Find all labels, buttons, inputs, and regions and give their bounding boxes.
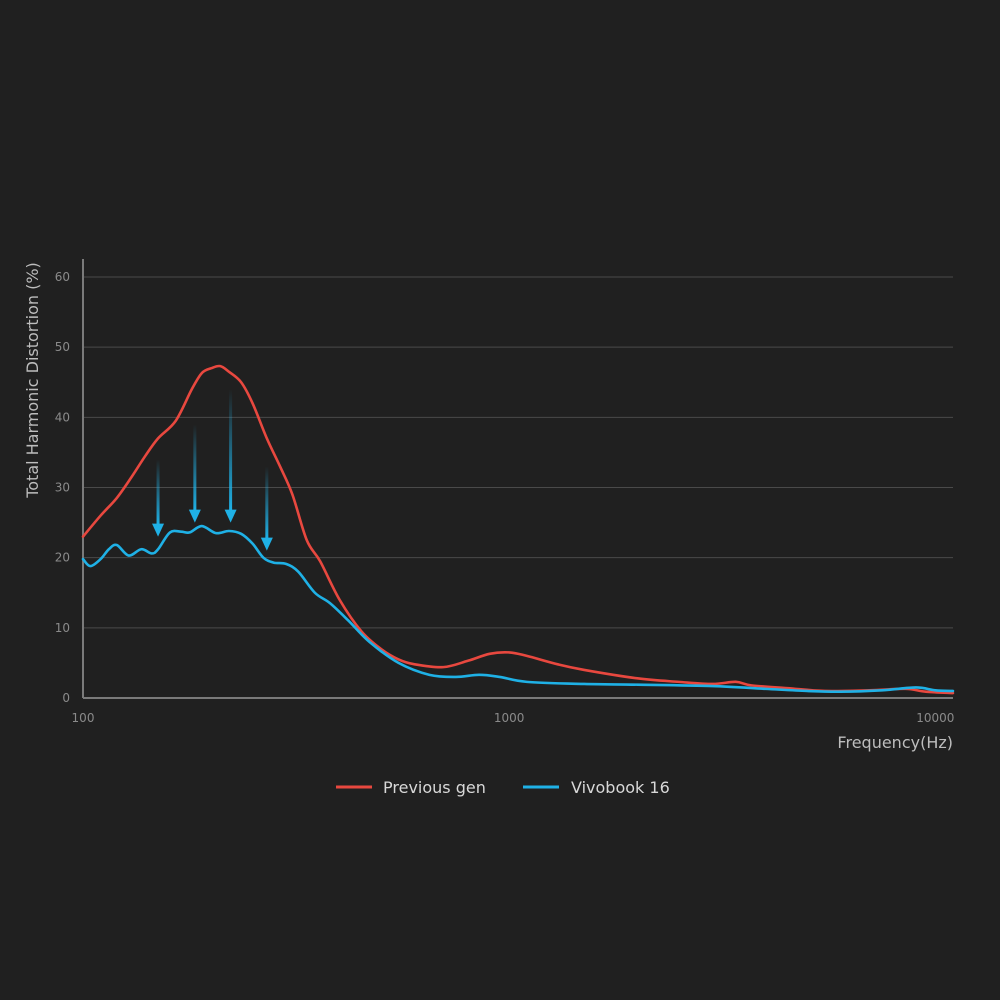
arrow-shaft (229, 389, 233, 511)
y-tick-label: 0 (62, 691, 70, 705)
x-tick-label: 100 (72, 711, 95, 725)
y-axis-title: Total Harmonic Distortion (%) (23, 262, 42, 499)
series-line-vivobook-16 (81, 524, 955, 694)
down-arrow-icon (188, 424, 201, 523)
x-tick-label: 1000 (494, 711, 525, 725)
x-tick-label: 10000 (916, 711, 954, 725)
tick-label-layer: 0 10 20 30 40 50 60 100 1000 10000 (55, 270, 955, 725)
legend: Previous gen Vivobook 16 (336, 778, 670, 797)
y-tick-label: 10 (55, 621, 70, 635)
down-arrow-icon (152, 459, 165, 537)
y-tick-label: 40 (55, 410, 70, 424)
y-tick-label: 60 (55, 270, 70, 284)
down-arrow-icon (224, 389, 237, 523)
arrow-head (152, 523, 165, 537)
arrow-head (260, 537, 273, 551)
axis-layer (82, 259, 953, 699)
grid-layer (83, 276, 953, 629)
arrow-head (224, 509, 237, 523)
arrow-shaft (193, 424, 197, 511)
series-layer (81, 364, 955, 695)
y-tick-label: 30 (55, 481, 70, 495)
down-arrow-icon (260, 466, 273, 551)
arrow-shaft (265, 466, 269, 539)
arrow-annotation-layer (152, 389, 273, 551)
series-line-previous-gen (81, 364, 955, 695)
arrow-shaft (156, 459, 160, 525)
legend-item-vivobook-16: Vivobook 16 (523, 778, 670, 797)
arrow-head (188, 509, 201, 523)
x-axis-title: Frequency(Hz) (837, 733, 953, 752)
legend-label: Previous gen (383, 778, 486, 797)
legend-item-previous-gen: Previous gen (336, 778, 486, 797)
y-tick-label: 20 (55, 551, 70, 565)
y-tick-label: 50 (55, 340, 70, 354)
legend-label: Vivobook 16 (571, 778, 670, 797)
